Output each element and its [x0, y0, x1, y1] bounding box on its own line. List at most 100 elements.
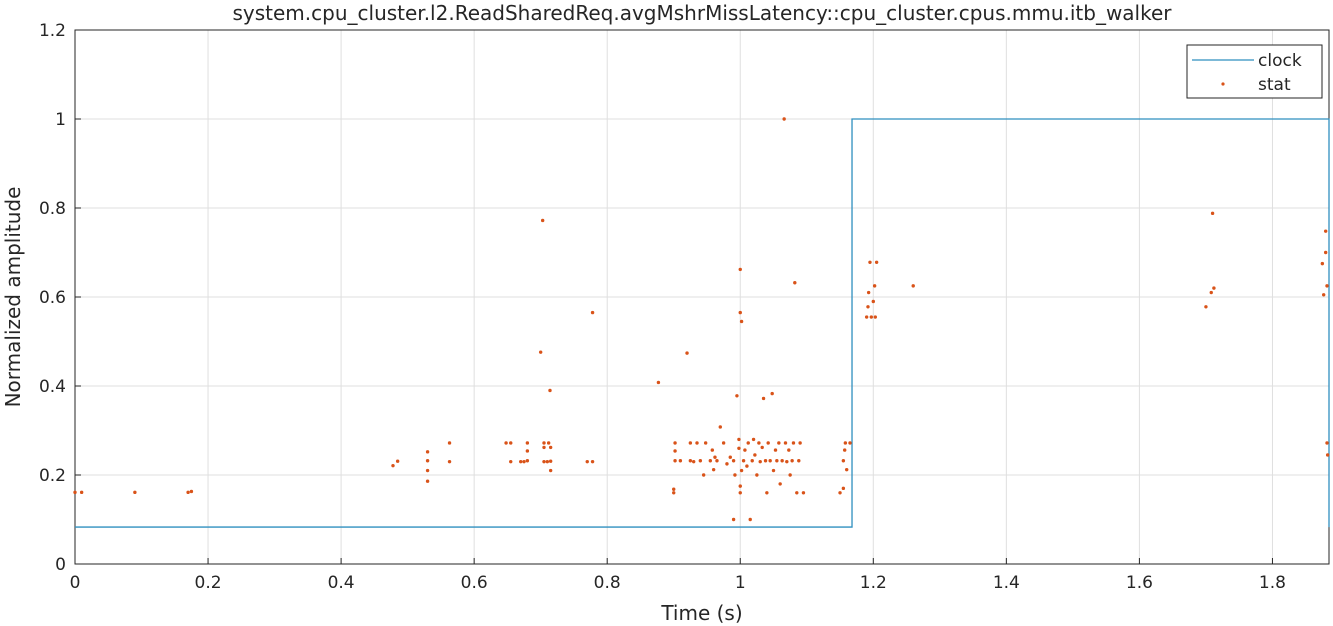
stat-point [866, 305, 870, 309]
stat-point [741, 459, 746, 463]
stat-point [864, 315, 869, 319]
stat-point [1321, 293, 1326, 297]
stat-point [519, 459, 523, 464]
stat-point [715, 459, 719, 463]
stat-point [691, 459, 696, 464]
stat-point [773, 448, 778, 452]
stat-point [731, 517, 736, 522]
stat-point [688, 441, 693, 445]
x-axis-label: Time (s) [660, 601, 742, 625]
stat-point [721, 441, 726, 445]
stat-point [718, 425, 722, 429]
stat-point [1325, 441, 1329, 445]
legend-clock-label: clock [1258, 51, 1302, 71]
stat-point [911, 284, 915, 288]
stat-point [504, 441, 508, 445]
chart-title: system.cpu_cluster.l2.ReadSharedReq.avgM… [232, 1, 1172, 25]
stat-point [548, 445, 553, 450]
stat-point [509, 459, 513, 464]
stat-point [678, 459, 683, 463]
stat-point [844, 467, 849, 472]
stat-point [673, 449, 677, 453]
y-tick-label: 0.2 [39, 466, 66, 486]
stat-point [765, 491, 769, 495]
stat-point [745, 464, 749, 468]
legend-box [1186, 44, 1323, 99]
x-tick-label: 0.2 [195, 573, 222, 593]
stat-point [866, 290, 871, 295]
y-tick-label: 0 [55, 555, 66, 575]
stat-point [874, 260, 879, 264]
stat-point [872, 284, 877, 288]
stat-point [873, 315, 877, 319]
stat-point [788, 473, 792, 477]
x-tick-label: 0.8 [594, 573, 621, 593]
stat-point [869, 315, 874, 319]
x-tick-label: 1.4 [993, 573, 1020, 593]
x-tick-label: 0.4 [328, 573, 355, 593]
stat-point [695, 441, 699, 445]
stat-point [782, 117, 786, 121]
stat-point [728, 455, 732, 459]
stat-point [542, 459, 546, 464]
stat-point [771, 468, 776, 473]
stat-point [447, 441, 452, 445]
stat-point [757, 441, 761, 445]
stat-point [787, 448, 791, 452]
stat-point [79, 490, 84, 495]
stat-point [685, 351, 689, 355]
y-tick-label: 0.6 [39, 288, 66, 308]
x-tick-label: 1 [735, 573, 746, 593]
stat-point [780, 459, 784, 463]
stat-point [542, 445, 546, 450]
stat-point [778, 482, 782, 486]
stat-point [841, 459, 846, 463]
y-tick-label: 0.4 [39, 377, 66, 397]
stat-point [738, 310, 742, 315]
stat-point [673, 441, 677, 445]
stat-point [425, 479, 430, 483]
stat-point [545, 459, 550, 464]
y-axis-ticks: 0 0.2 0.4 0.6 0.8 1 1.2 [39, 21, 81, 575]
stat-point [548, 388, 552, 393]
stat-point [711, 467, 716, 472]
stat-point [838, 491, 842, 495]
stat-point [542, 441, 546, 445]
stat-point [758, 459, 762, 464]
stat-point [189, 489, 194, 494]
stat-point [1325, 453, 1330, 457]
stat-point [522, 459, 526, 464]
stat-point [738, 484, 742, 488]
stat-point [186, 490, 190, 495]
stat-point [731, 459, 736, 463]
stat-point [73, 490, 77, 495]
stat-point [391, 463, 395, 468]
stat-point [525, 449, 530, 453]
stat-point [750, 459, 754, 463]
stat-point [737, 446, 741, 450]
stat-point [801, 491, 806, 495]
stat-point [672, 487, 676, 491]
stat-point [701, 473, 706, 477]
stat-point [760, 445, 764, 450]
stat-point [725, 462, 729, 466]
x-tick-label: 1.8 [1259, 573, 1286, 593]
stat-point [538, 350, 543, 354]
stat-point [748, 517, 752, 522]
stat-point [766, 441, 770, 445]
stat-point [763, 459, 768, 463]
stat-point [525, 459, 530, 463]
x-tick-label: 0.6 [461, 573, 488, 593]
stat-point [703, 441, 708, 445]
stat-point [1323, 229, 1328, 233]
legend-stat-label: stat [1258, 75, 1291, 95]
stat-point [585, 459, 589, 464]
stat-point [843, 441, 848, 445]
stat-point [1320, 261, 1325, 266]
stat-point [739, 319, 744, 324]
stat-point [425, 459, 430, 463]
stat-point [868, 260, 872, 264]
stat-point [133, 490, 137, 495]
stat-point [733, 473, 737, 477]
stat-point [739, 468, 744, 473]
